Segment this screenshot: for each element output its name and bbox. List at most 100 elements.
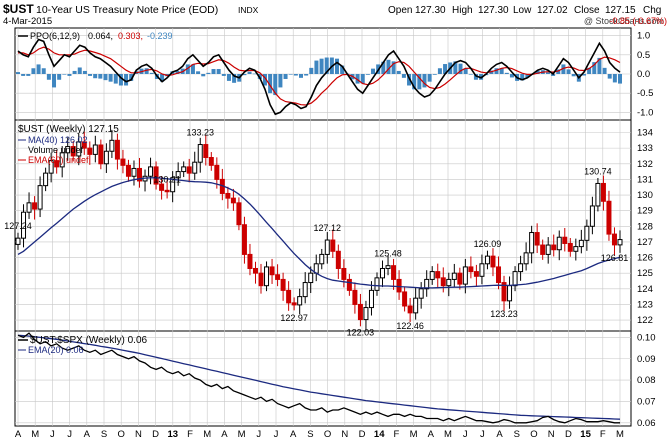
ppo-histogram-bar (41, 68, 46, 74)
price-bar (424, 278, 430, 290)
price-bar (567, 242, 573, 252)
ppo-tick-label: -1.0 (637, 107, 653, 118)
price-bar (545, 244, 551, 255)
price-bar (407, 305, 413, 314)
price-bar (551, 244, 557, 251)
credit-label: @ StockCharts.com (584, 16, 664, 26)
price-bar (208, 157, 214, 166)
price-bar (92, 144, 98, 155)
price-bar (125, 164, 131, 177)
price-annotation: 125.48 (374, 249, 402, 259)
price-tick-label: 128 (637, 221, 653, 232)
ppo-histogram-bar (545, 72, 550, 74)
svg-text:$UST (Weekly) 127.15: $UST (Weekly) 127.15 (18, 124, 119, 135)
svg-text:0.303,: 0.303, (118, 31, 143, 41)
svg-text:127.15: 127.15 (605, 5, 636, 16)
price-bar (396, 278, 402, 293)
price-bar (495, 266, 501, 284)
ppo-histogram-bar (561, 64, 566, 74)
price-bar (385, 265, 391, 269)
price-annotation: 133.23 (186, 128, 214, 138)
svg-text:Close: Close (574, 5, 600, 16)
ppo-histogram-bar (381, 61, 386, 74)
price-bar (413, 297, 419, 314)
ppo-histogram-bar (72, 70, 77, 74)
price-bar (59, 152, 65, 168)
ppo-tick-label: 0.0 (637, 69, 650, 80)
price-bar (501, 282, 507, 302)
ppo-histogram-bar (211, 69, 216, 74)
svg-text:-0.239: -0.239 (147, 31, 173, 41)
ppo-histogram-bar (77, 67, 82, 74)
price-bar (109, 139, 115, 152)
svg-text:127.02: 127.02 (537, 5, 568, 16)
price-bar (435, 271, 441, 279)
ppo-histogram-bar (407, 74, 412, 86)
ppo-histogram-bar (525, 74, 530, 78)
ratio-tick-label: 0.07 (637, 396, 656, 407)
price-bar (225, 192, 231, 199)
price-bar (159, 183, 165, 191)
ppo-histogram-bar (612, 74, 617, 83)
price-bar (269, 266, 275, 276)
ppo-histogram-bar (417, 74, 422, 90)
chart-date: 4-Mar-2015 (3, 16, 52, 27)
ppo-histogram-bar (88, 74, 93, 76)
ma40-line (17, 177, 621, 289)
price-bar (258, 272, 264, 287)
price-bar (302, 282, 308, 298)
price-bar (76, 141, 82, 157)
x-tick-label: N (341, 429, 348, 440)
ppo-histogram-bar (190, 64, 195, 74)
ppo-histogram-bar (113, 74, 118, 84)
ppo-histogram-bar (129, 74, 134, 81)
price-bar (584, 225, 590, 241)
ratio-tick-label: 0.09 (637, 354, 656, 365)
ppo-histogram-bar (278, 74, 283, 88)
ratio-legend: $UST:$SPX (Weekly) 0.06 EMA(20) 0.06 (18, 335, 148, 355)
price-series: 127.24 133.23 130.21 127.12 125.48 126.09 122.… (4, 128, 628, 338)
price-bar (230, 197, 236, 204)
price-bar (170, 177, 176, 193)
price-tick-label: 131 (637, 174, 653, 185)
price-tick-label: 124 (637, 284, 653, 295)
price-bar (341, 267, 347, 280)
price-bar (523, 252, 529, 265)
price-bar (87, 147, 93, 155)
ppo-histogram-bar (67, 74, 72, 76)
ratio-line (17, 332, 620, 424)
price-bar (319, 253, 325, 265)
price-bar (236, 202, 242, 226)
price-bar (534, 232, 540, 246)
ppo-histogram-bar (556, 69, 561, 74)
x-tick-label: J (50, 429, 55, 440)
price-tick-label: 134 (637, 128, 653, 139)
price-bar (446, 278, 452, 287)
price-bar (308, 272, 314, 284)
ppo-histogram-bar (82, 70, 87, 74)
price-annotation: 126.81 (601, 253, 629, 263)
ppo-histogram-bar (412, 74, 417, 90)
price-bar (175, 171, 181, 179)
price-bar (181, 166, 187, 173)
x-tick-label: S (514, 429, 520, 440)
price-bar (595, 182, 601, 207)
svg-text:Open: Open (388, 5, 412, 16)
x-tick-label: A (84, 429, 91, 440)
ppo-histogram-bar (247, 71, 252, 74)
x-tick-label: N (548, 429, 555, 440)
x-tick-label: A (221, 429, 228, 440)
price-bar (15, 237, 21, 245)
price-bar (37, 185, 43, 210)
ratio-tick-label: 0.08 (637, 375, 656, 386)
price-bar (468, 266, 474, 273)
ppo-histogram-bar (221, 74, 226, 76)
price-bar (43, 172, 49, 187)
ppo-histogram-bar (93, 74, 98, 79)
price-bar (153, 166, 159, 185)
ppo-histogram-bar (509, 74, 514, 78)
price-bar (214, 164, 220, 180)
price-bar (374, 277, 380, 291)
ppo-histogram-bar (581, 74, 586, 76)
chart-title-exchange: INDX (238, 5, 259, 15)
